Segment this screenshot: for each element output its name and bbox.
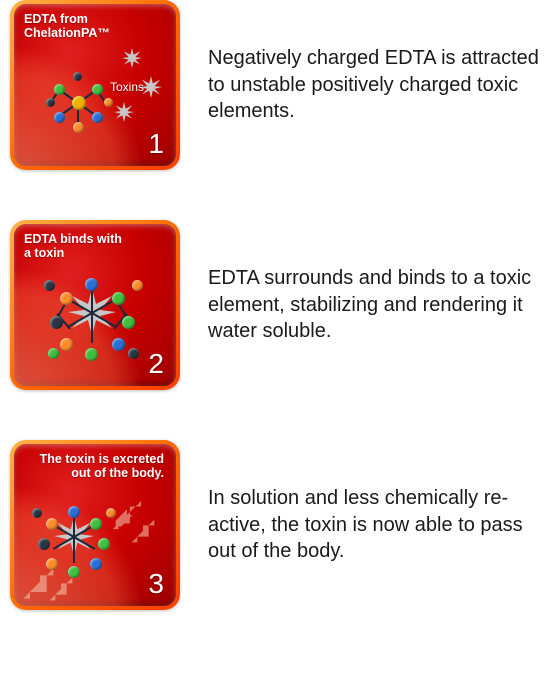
step-1-description: Negatively charged EDTA is at­tracted to… xyxy=(208,45,560,125)
step-3-tile-title: The toxin is excreted out of the body. xyxy=(24,452,164,481)
step-3-row: The toxin is excreted out of the body. xyxy=(0,440,560,610)
step-1-number: 1 xyxy=(148,128,164,160)
step-1-row: EDTA from ChelationPA™ xyxy=(0,0,560,170)
step-2-tile-title: EDTA binds with a toxin xyxy=(24,232,124,261)
step-1-tile: EDTA from ChelationPA™ xyxy=(10,0,180,170)
step-2-row: EDTA binds with a toxin xyxy=(0,220,560,390)
toxin-spark-icon xyxy=(114,102,134,122)
step-2-description: EDTA surrounds and binds to a toxic elem… xyxy=(208,265,560,345)
step-3-number: 3 xyxy=(148,568,164,600)
toxin-spark-icon xyxy=(122,48,142,68)
toxins-label: Toxins xyxy=(110,80,144,94)
step-3-tile: The toxin is excreted out of the body. xyxy=(10,440,180,610)
step-1-tile-title: EDTA from ChelationPA™ xyxy=(24,12,166,41)
step-3-description: In solution and less chemically re­activ… xyxy=(208,485,560,565)
step-2-number: 2 xyxy=(148,348,164,380)
excretion-arrow-icon xyxy=(126,514,160,548)
step-2-tile: EDTA binds with a toxin xyxy=(10,220,180,390)
